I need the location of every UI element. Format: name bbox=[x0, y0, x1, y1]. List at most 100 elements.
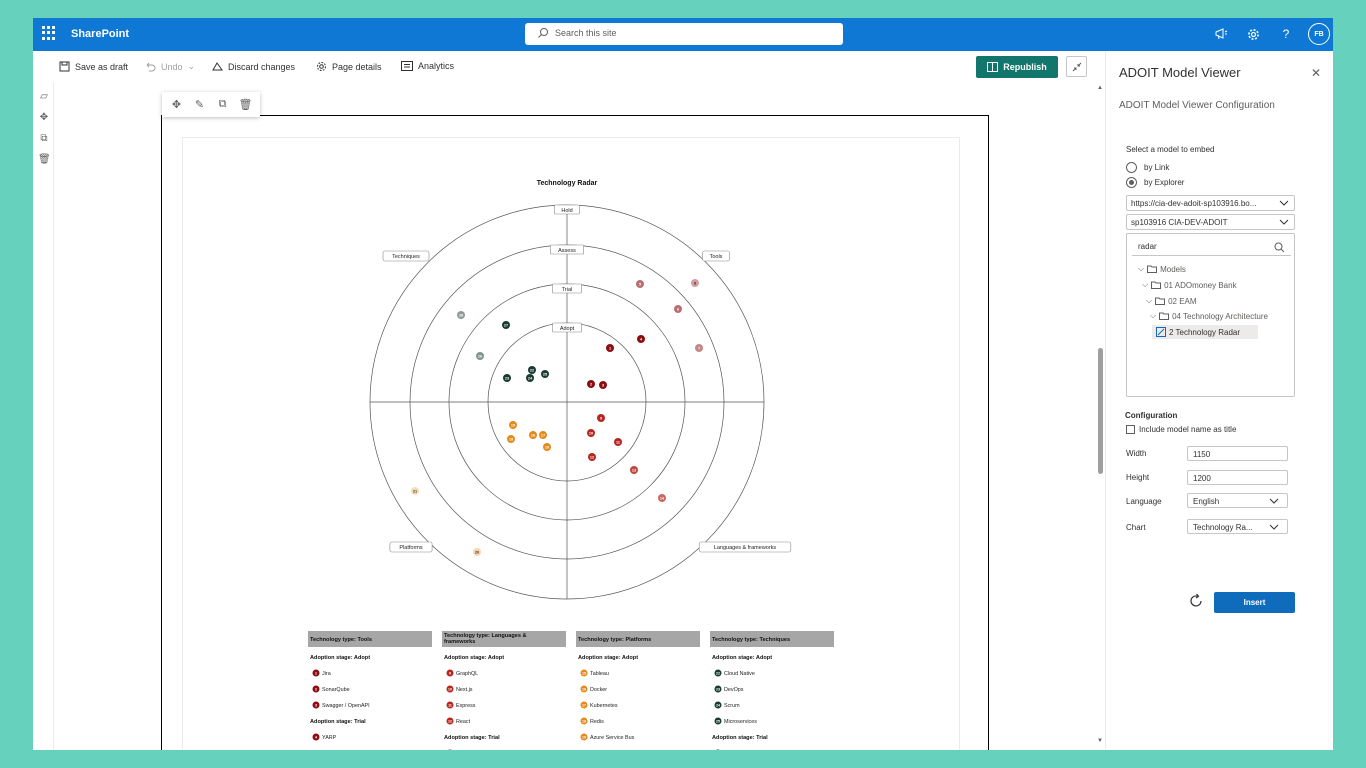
radar-blip-label: 9 bbox=[600, 417, 602, 421]
height-value: 1200 bbox=[1193, 474, 1211, 483]
chevron-down-icon bbox=[1269, 524, 1279, 530]
move-section-icon[interactable]: ✥ bbox=[39, 112, 49, 123]
megaphone-icon[interactable] bbox=[1212, 25, 1230, 43]
discard-changes-button[interactable]: Discard changes bbox=[212, 61, 295, 72]
sharepoint-window: SharePoint Search this site ? FB Save as… bbox=[33, 18, 1333, 750]
radar-blip-label: 5 bbox=[639, 283, 641, 287]
edit-pencil-icon[interactable]: ✎ bbox=[194, 99, 205, 111]
tree-node-technology-architecture[interactable]: ⌵ 04 Technology Architecture bbox=[1150, 311, 1268, 321]
page-details-button[interactable]: Page details bbox=[316, 61, 382, 72]
tree-node-eam[interactable]: ⌵ 02 EAM bbox=[1146, 296, 1197, 306]
edit-section-icon[interactable]: ▱ bbox=[40, 91, 48, 102]
page-scrollbar[interactable]: ▲ ▼ bbox=[1096, 83, 1106, 750]
height-input[interactable]: 1200 bbox=[1187, 470, 1288, 485]
app-launcher-icon[interactable] bbox=[42, 26, 56, 40]
webpart-frame[interactable] bbox=[161, 115, 989, 750]
folder-icon bbox=[1155, 297, 1166, 305]
language-dropdown[interactable]: English bbox=[1187, 493, 1288, 508]
radar-blip-9 bbox=[597, 414, 605, 422]
save-draft-button[interactable]: Save as draft bbox=[59, 61, 128, 72]
page-details-label: Page details bbox=[332, 61, 382, 72]
pane-title: ADOIT Model Viewer bbox=[1119, 65, 1241, 80]
delete-icon[interactable]: 🗑 bbox=[238, 99, 253, 111]
duplicate-section-icon[interactable]: ⧉ bbox=[40, 133, 48, 144]
ring-label-box bbox=[554, 204, 580, 215]
analytics-button[interactable]: Analytics bbox=[401, 61, 454, 71]
repository-dropdown[interactable]: sp103916 CIA-DEV-ADOIT bbox=[1126, 214, 1295, 230]
quadrant-label-box bbox=[702, 250, 730, 262]
radio-by-link[interactable]: by Link bbox=[1126, 162, 1169, 173]
chevron-down-icon[interactable]: ⌵ bbox=[1138, 264, 1145, 273]
refresh-icon[interactable] bbox=[1188, 593, 1204, 609]
brand-label[interactable]: SharePoint bbox=[71, 28, 130, 40]
legend-blip-11 bbox=[446, 701, 454, 709]
insert-button[interactable]: Insert bbox=[1214, 592, 1295, 613]
width-input[interactable]: 1150 bbox=[1187, 446, 1288, 461]
ring-label-adopt: Adopt bbox=[560, 326, 575, 332]
analytics-label: Analytics bbox=[418, 61, 455, 71]
legend-blip-number: 4 bbox=[315, 735, 317, 739]
undo-chevron-icon[interactable]: ⌄ bbox=[187, 61, 196, 71]
legend-item-name: SonarQube bbox=[322, 687, 350, 693]
tree-node-models[interactable]: ⌵ Models bbox=[1138, 264, 1186, 274]
undo-button[interactable]: Undo ⌄ bbox=[145, 61, 195, 72]
select-model-label: Select a model to embed bbox=[1126, 145, 1215, 154]
chevron-down-icon[interactable]: ⌵ bbox=[1146, 296, 1153, 305]
collapse-panel-button[interactable] bbox=[1066, 56, 1087, 77]
radar-blip-6 bbox=[674, 305, 682, 313]
legend-item-name: Redis bbox=[590, 719, 604, 725]
republish-button[interactable]: Republish bbox=[976, 56, 1058, 78]
chevron-down-icon[interactable]: ⌵ bbox=[1142, 280, 1149, 289]
include-title-checkbox[interactable]: Include model name as title bbox=[1126, 425, 1236, 434]
chevron-down-icon bbox=[1279, 219, 1289, 225]
search-box[interactable]: Search this site bbox=[525, 23, 843, 45]
folder-icon bbox=[1147, 265, 1158, 273]
server-url-dropdown[interactable]: https://cia-dev-adoit-sp103916.bo... bbox=[1126, 195, 1295, 211]
gear-icon[interactable] bbox=[1244, 25, 1262, 43]
legend-blip-12 bbox=[446, 717, 454, 725]
legend-blip-number: 25 bbox=[716, 719, 720, 723]
delete-section-icon[interactable]: 🗑 bbox=[38, 154, 51, 165]
radar-blip-label: 13 bbox=[632, 469, 636, 473]
radar-blip-label: 6 bbox=[677, 308, 679, 312]
chevron-down-icon[interactable]: ⌵ bbox=[1150, 311, 1157, 320]
tree-node-adomoney-bank[interactable]: ⌵ 01 ADOmoney Bank bbox=[1142, 280, 1237, 290]
radar-blip-10 bbox=[587, 429, 595, 437]
radar-blip-label: 7 bbox=[698, 347, 700, 351]
radio-by-explorer[interactable]: by Explorer bbox=[1126, 177, 1184, 188]
scroll-down-icon[interactable]: ▼ bbox=[1097, 738, 1103, 744]
model-explorer-tree: radar ⌵ Models ⌵ 01 ADOmoney Bank ⌵ 02 E… bbox=[1126, 233, 1295, 397]
server-url-value: https://cia-dev-adoit-sp103916.bo... bbox=[1131, 199, 1257, 208]
radar-blip-12 bbox=[588, 453, 596, 461]
radar-blip-1 bbox=[606, 344, 614, 352]
radar-blip-label: 26 bbox=[478, 355, 482, 359]
radar-blip-4 bbox=[637, 335, 645, 343]
legend-blip-number: 10 bbox=[448, 687, 452, 691]
tree-node-label: 2 Technology Radar bbox=[1169, 327, 1241, 337]
folder-icon bbox=[1159, 312, 1170, 320]
legend-item-name: Jira bbox=[322, 671, 331, 677]
tree-search-input[interactable]: radar bbox=[1132, 240, 1291, 256]
scroll-up-icon[interactable]: ▲ bbox=[1097, 85, 1103, 91]
width-label: Width bbox=[1126, 449, 1147, 458]
legend-blip-3 bbox=[312, 701, 320, 709]
table-header-bg bbox=[576, 631, 700, 647]
help-icon[interactable]: ? bbox=[1282, 27, 1290, 41]
scroll-thumb[interactable] bbox=[1098, 348, 1103, 474]
adoption-stage-heading: Adoption stage: Trial bbox=[310, 719, 366, 725]
legend-blip-number: 22 bbox=[716, 671, 720, 675]
move-icon[interactable]: ✥ bbox=[171, 99, 182, 111]
radar-blip-label: 21 bbox=[413, 490, 417, 494]
duplicate-icon[interactable]: ⧉ bbox=[218, 98, 227, 110]
tree-node-technology-radar[interactable]: 2 Technology Radar bbox=[1152, 325, 1259, 339]
legend-blip-number: 18 bbox=[582, 719, 586, 723]
table-header: Technology type: Languages & frameworks bbox=[444, 633, 527, 645]
legend-item-name: Scrum bbox=[724, 703, 740, 709]
close-icon[interactable]: ✕ bbox=[1311, 66, 1322, 80]
avatar[interactable]: FB bbox=[1308, 23, 1330, 45]
legend-blip-number: 24 bbox=[716, 703, 720, 707]
legend-item-name: Tableau bbox=[590, 671, 609, 677]
chart-dropdown[interactable]: Technology Ra... bbox=[1187, 519, 1288, 534]
radar-blip-5 bbox=[636, 280, 644, 288]
radar-blip-label: 15 bbox=[511, 424, 515, 428]
